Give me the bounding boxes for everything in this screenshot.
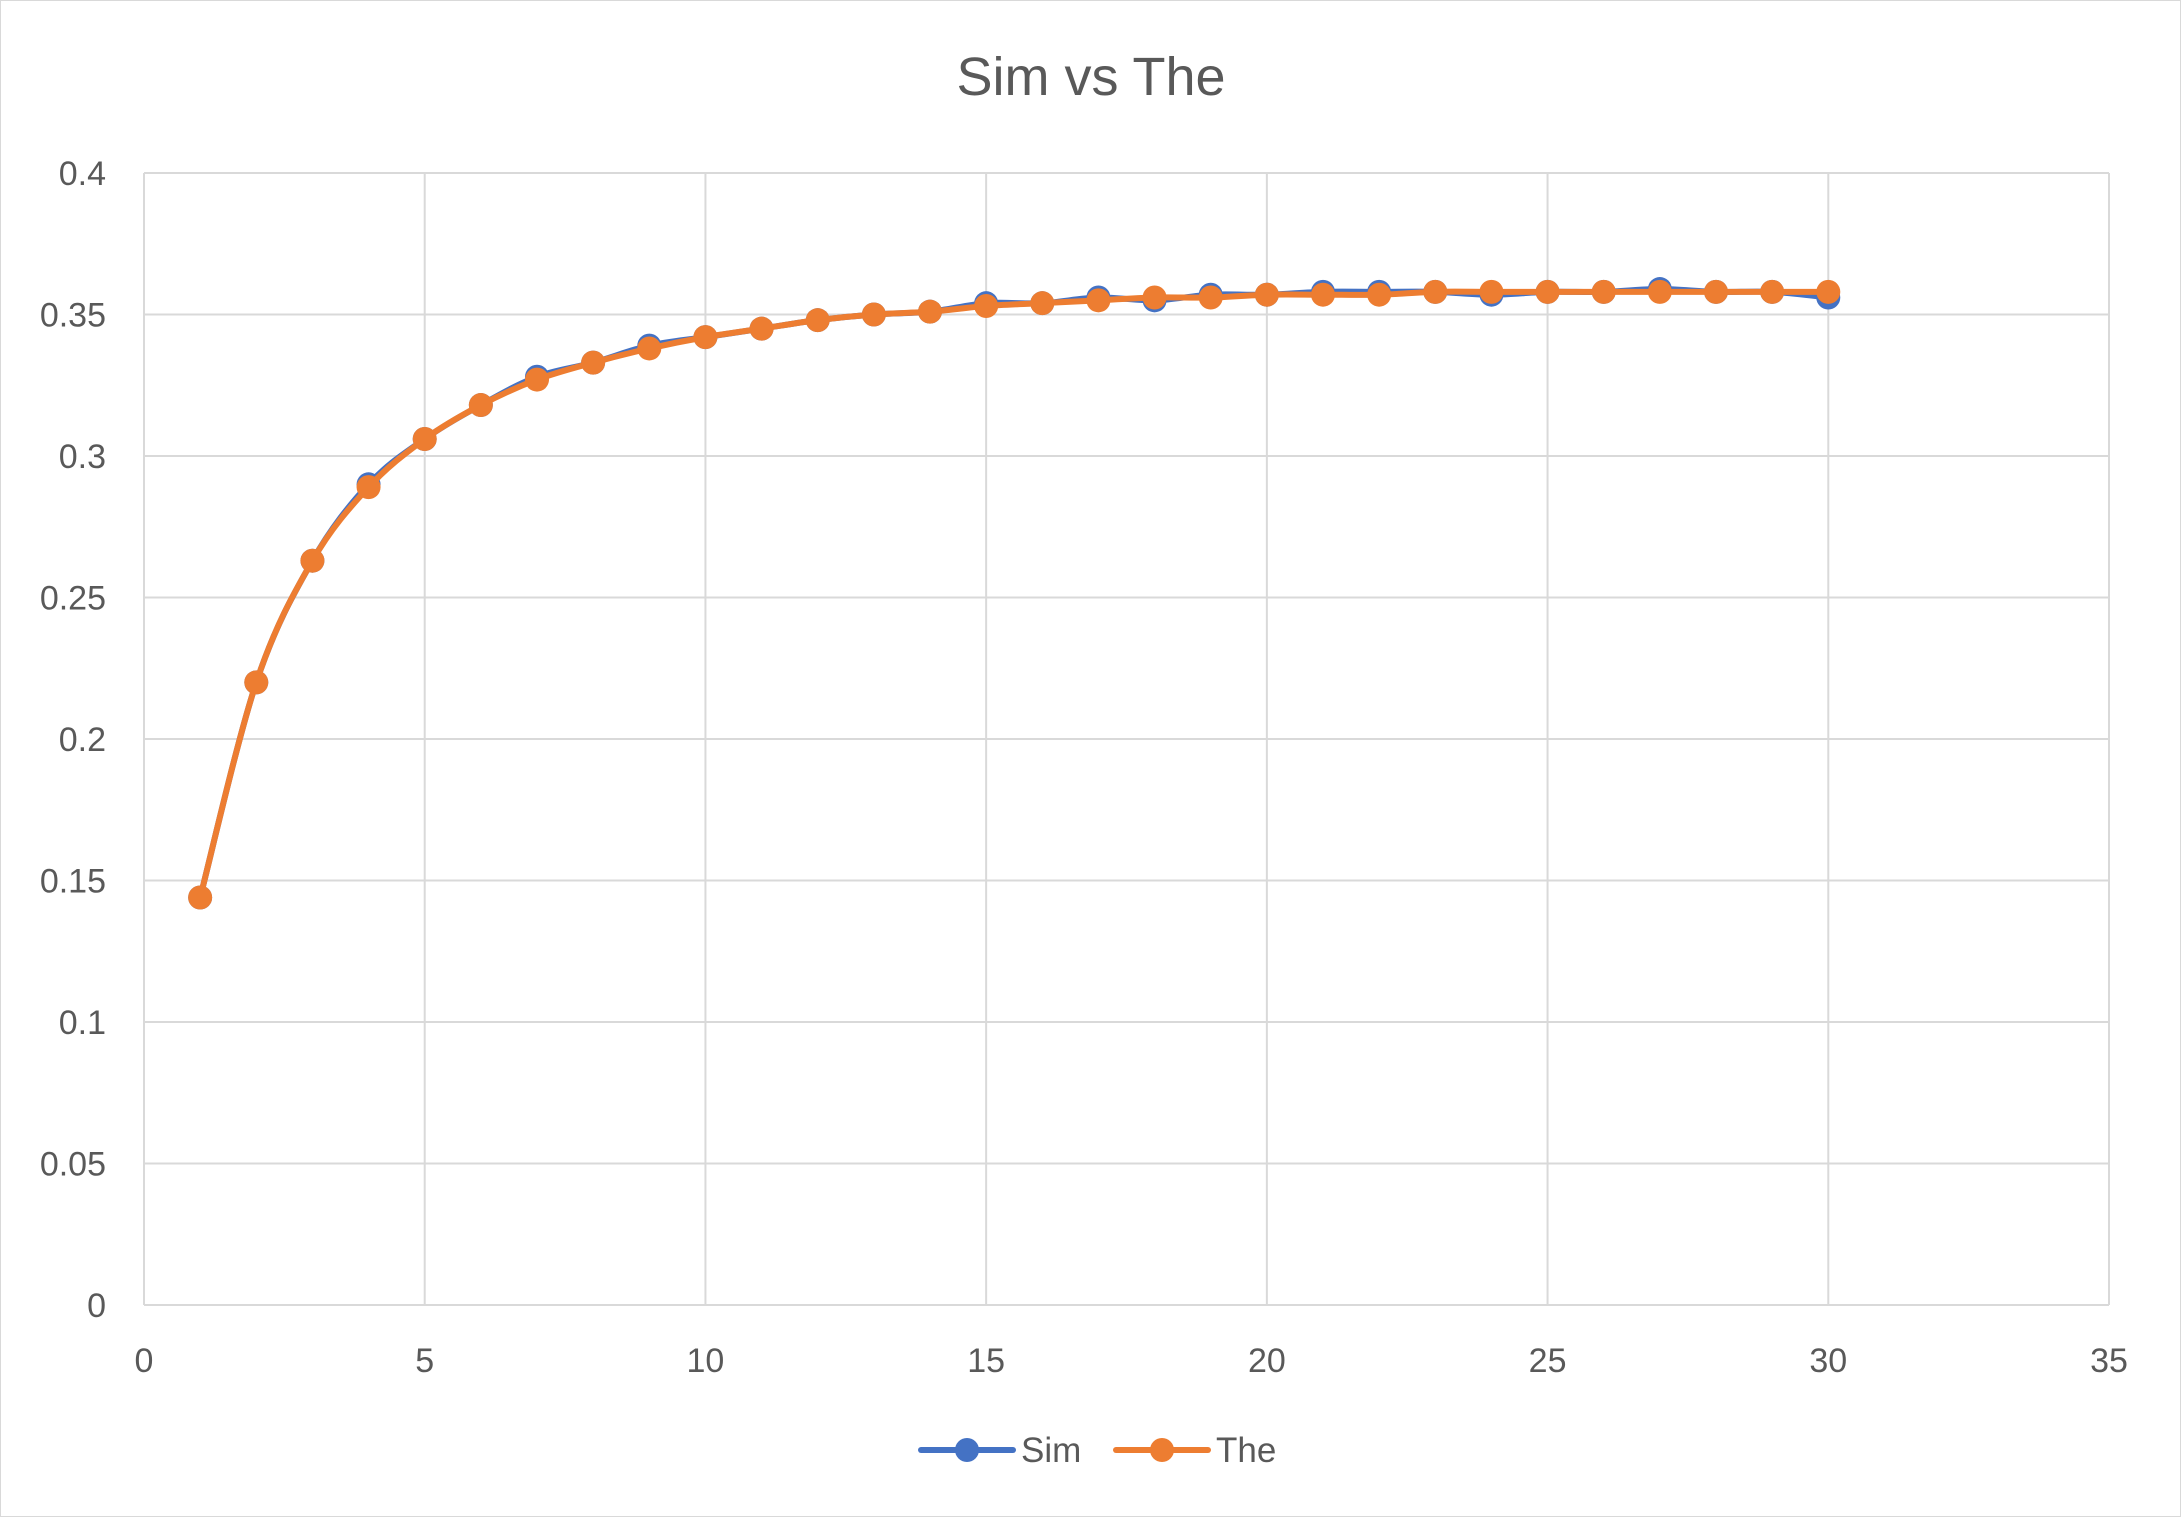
data-point-the	[412, 427, 437, 452]
y-tick-label: 0.35	[40, 297, 106, 335]
data-point-the	[918, 299, 942, 324]
data-point-the	[1647, 279, 1672, 304]
data-point-the	[1704, 279, 1728, 304]
x-tick-label: 10	[687, 1342, 725, 1380]
y-tick-label: 0.15	[40, 863, 106, 901]
x-tick-label: 20	[1248, 1342, 1286, 1380]
data-point-the	[1535, 279, 1560, 304]
data-point-the	[1591, 279, 1616, 304]
data-point-the	[749, 316, 774, 341]
x-tick-label: 30	[1809, 1342, 1847, 1380]
data-point-the	[693, 325, 718, 350]
x-tick-label: 5	[415, 1342, 434, 1380]
data-point-the	[300, 548, 325, 573]
series-line-the	[197, 288, 1832, 901]
series-line-sim	[197, 286, 1832, 901]
y-tick-label: 0	[87, 1287, 106, 1325]
data-point-the	[356, 475, 381, 500]
y-tick-label: 0.25	[40, 580, 106, 618]
data-point-the	[1311, 282, 1335, 307]
chart-title: Sim vs The	[956, 47, 1225, 107]
legend-item-sim: Sim	[918, 1431, 1081, 1470]
legend-label-the: The	[1216, 1431, 1276, 1470]
data-point-the	[188, 885, 213, 910]
y-tick-label: 0.3	[59, 438, 106, 476]
data-point-the	[1198, 285, 1223, 310]
data-point-the	[805, 308, 830, 333]
series-sim	[188, 277, 1841, 910]
data-point-the	[1030, 291, 1055, 316]
y-tick-label: 0.05	[40, 1146, 106, 1184]
data-point-the	[1367, 282, 1392, 307]
legend-label-sim: Sim	[1021, 1431, 1081, 1470]
series-lines	[188, 277, 1841, 910]
data-point-the	[1142, 285, 1167, 310]
x-tick-label: 35	[2090, 1342, 2128, 1380]
x-tick-label: 15	[967, 1342, 1005, 1380]
y-tick-label: 0.1	[59, 1004, 106, 1042]
gridlines	[143, 172, 2110, 1306]
data-point-the	[468, 393, 493, 418]
data-point-the	[637, 336, 662, 361]
series-the	[188, 279, 1841, 910]
y-tick-label: 0.2	[59, 721, 106, 759]
x-tick-label: 0	[135, 1342, 154, 1380]
data-point-the	[1479, 279, 1504, 304]
y-tick-label: 0.4	[59, 155, 106, 193]
data-point-the	[861, 302, 886, 327]
legend: Sim The	[918, 1431, 1276, 1470]
data-point-the	[581, 350, 606, 375]
tick-labels: 0 0.05 0.1 0.15 0.2 0.25 0.3 0.35 0.4 0 5 10 15 20 25 3…	[40, 155, 2128, 1380]
data-point-the	[1816, 279, 1841, 304]
data-point-the	[974, 294, 999, 319]
x-tick-label: 25	[1529, 1342, 1567, 1380]
data-point-the	[1086, 288, 1111, 313]
data-point-the	[1760, 279, 1785, 304]
legend-marker-sim	[955, 1438, 979, 1462]
legend-item-the: The	[1113, 1431, 1276, 1470]
data-point-the	[1423, 279, 1448, 304]
data-point-the	[525, 367, 549, 392]
legend-marker-the	[1150, 1438, 1174, 1462]
data-point-the	[244, 670, 269, 695]
data-point-the	[1254, 282, 1279, 307]
